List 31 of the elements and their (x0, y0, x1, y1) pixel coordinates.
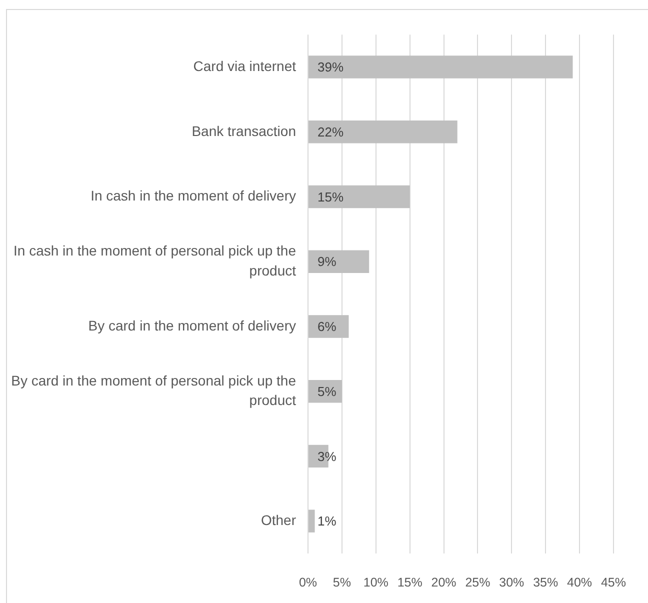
y-tick-label: Other (260, 512, 296, 528)
data-label: 22% (318, 124, 344, 140)
data-label: 39% (318, 60, 344, 75)
bar (308, 185, 410, 208)
bar (308, 315, 349, 338)
bar (308, 510, 315, 532)
y-tick-label: In cash in the moment of personal pick up the product (14, 242, 296, 278)
data-label: 15% (318, 189, 344, 204)
bar (308, 56, 573, 78)
y-tick-label: By card in the moment of personal pick up the product (11, 372, 296, 408)
x-tick-label: 10% (363, 575, 388, 590)
y-tick-label: Card via internet (193, 58, 296, 74)
x-tick-label: 40% (567, 575, 592, 590)
data-label: 5% (318, 384, 337, 399)
x-tick-label: 20% (431, 575, 456, 590)
bar (308, 120, 458, 144)
x-tick-label: 0% (298, 575, 318, 590)
x-tick-label: 15% (397, 575, 422, 590)
data-label: 1% (318, 514, 337, 529)
data-label: 6% (318, 319, 337, 334)
bar (308, 250, 370, 273)
data-label: 3% (318, 448, 337, 464)
y-tick-label: Bank transaction (192, 122, 296, 139)
x-tick-label: 30% (499, 575, 524, 590)
y-tick-label: In cash in the moment of delivery (90, 188, 296, 204)
x-tick-label: 5% (332, 575, 351, 590)
x-tick-label: 25% (465, 575, 490, 590)
x-tick-label: 45% (600, 575, 626, 590)
data-label: 9% (318, 254, 337, 270)
x-tick-label: 35% (533, 575, 558, 590)
y-tick-label: By card in the moment of delivery (88, 317, 296, 334)
